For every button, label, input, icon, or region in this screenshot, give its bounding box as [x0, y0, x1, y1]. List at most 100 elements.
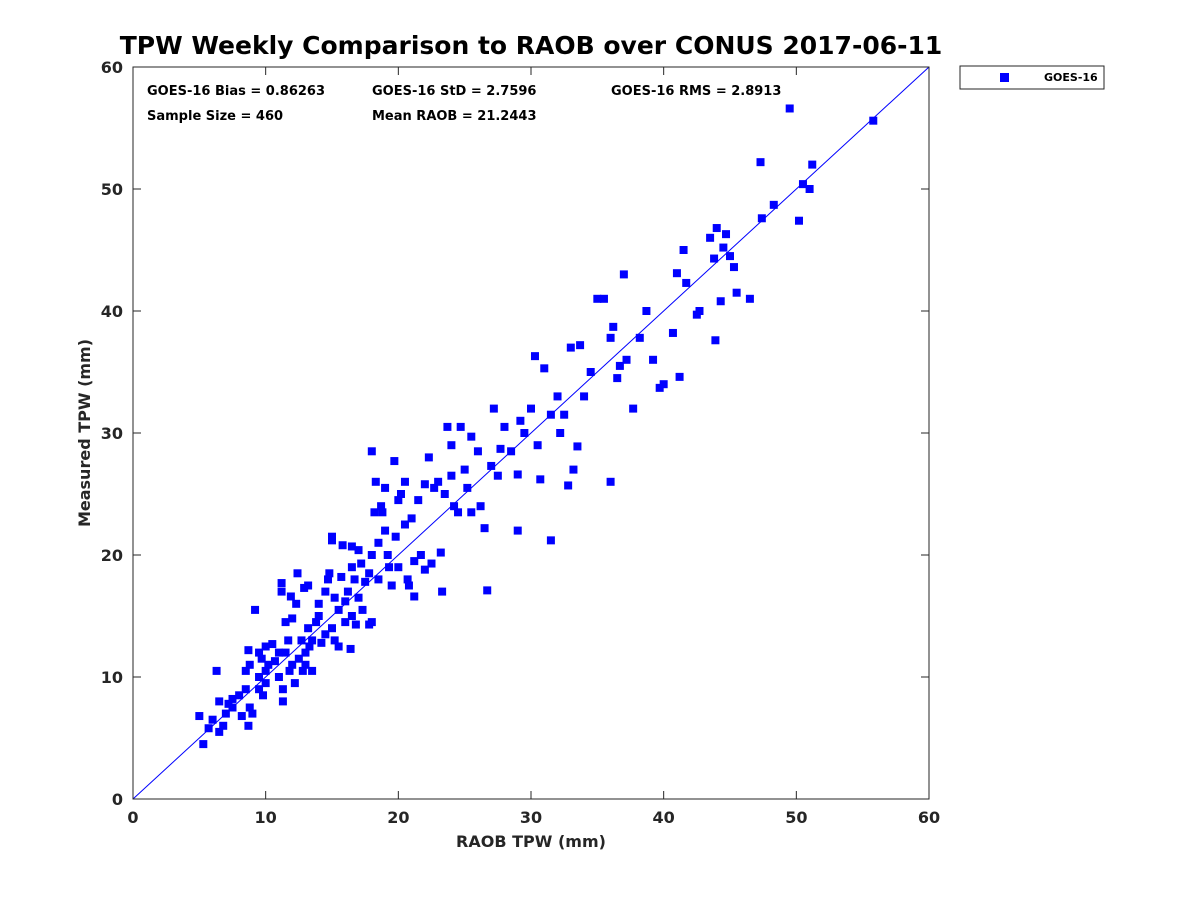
x-tick-label: 0 [127, 808, 138, 827]
data-point [367, 551, 376, 559]
y-tick-label: 20 [101, 546, 123, 565]
data-point [507, 447, 516, 456]
data-point [330, 593, 339, 602]
data-point [241, 685, 250, 694]
data-point [556, 429, 565, 437]
data-point [370, 508, 379, 517]
data-point [536, 475, 545, 484]
data-point [609, 322, 618, 331]
data-point [695, 307, 704, 315]
data-point [722, 230, 731, 239]
reference-line-group [132, 66, 930, 800]
data-point [564, 481, 573, 490]
data-point [288, 614, 297, 623]
data-point [284, 636, 293, 645]
data-point [261, 666, 270, 675]
data-point [576, 341, 585, 350]
data-point [321, 630, 330, 639]
data-point [212, 666, 221, 675]
data-point [769, 200, 778, 209]
y-tick-label: 60 [101, 58, 123, 77]
data-point [400, 477, 409, 486]
data-point [241, 666, 250, 675]
y-axis-ticks: 0 10 20 30 40 50 60 [101, 58, 929, 809]
data-point [385, 563, 394, 572]
data-point [235, 691, 244, 700]
data-point [248, 709, 257, 718]
data-point [732, 288, 741, 297]
data-point [487, 461, 496, 470]
data-point [278, 697, 287, 706]
legend-box [959, 65, 1105, 90]
data-point [330, 636, 339, 645]
data-point [675, 372, 684, 381]
data-point [312, 618, 321, 627]
data-point [516, 416, 525, 425]
data-point [403, 575, 412, 584]
data-point [414, 496, 423, 505]
data-point [593, 294, 602, 303]
data-point [264, 660, 273, 669]
data-point [427, 559, 436, 568]
data-point [424, 453, 433, 462]
data-point [404, 581, 413, 590]
data-point [244, 721, 253, 730]
data-point [756, 158, 765, 167]
data-point [712, 224, 721, 233]
y-axis-label: Measured TPW (mm) [75, 339, 94, 527]
data-point [257, 654, 266, 663]
data-point [420, 565, 429, 574]
data-point [668, 328, 677, 337]
data-point [195, 712, 204, 721]
y-tick-label: 50 [101, 180, 123, 199]
stat-rms: GOES-16 RMS = 2.8913 [611, 84, 781, 99]
data-point [400, 520, 409, 529]
data-point [710, 254, 719, 263]
data-point [483, 586, 492, 595]
data-point [374, 538, 383, 547]
data-point [430, 483, 439, 492]
stat-bias: GOES-16 Bias = 0.86263 [147, 84, 325, 99]
data-point [277, 579, 286, 588]
data-point [520, 429, 529, 437]
data-point [580, 392, 589, 401]
data-point [729, 263, 738, 272]
data-point [476, 502, 485, 511]
data-point [679, 246, 688, 254]
data-point [371, 477, 380, 486]
data-point [672, 269, 681, 278]
data-point [367, 447, 376, 456]
data-point [199, 740, 208, 749]
data-point [613, 374, 622, 383]
data-point [350, 575, 359, 584]
data-point [337, 572, 346, 581]
x-axis-ticks: 0 10 20 30 40 50 60 [127, 67, 940, 827]
x-axis-label: RAOB TPW (mm) [456, 832, 606, 851]
y-tick-label: 10 [101, 668, 123, 687]
data-point [496, 444, 505, 453]
data-point [268, 640, 277, 649]
data-point [454, 508, 463, 517]
data-point [726, 252, 734, 261]
data-point [270, 657, 279, 666]
data-point [298, 666, 307, 675]
data-point [436, 548, 445, 557]
data-point [635, 333, 644, 342]
reference-line [132, 66, 930, 800]
data-point [328, 532, 336, 541]
y-tick-label: 40 [101, 302, 123, 321]
data-point [245, 660, 254, 669]
data-point [361, 577, 370, 586]
points-group [195, 104, 878, 749]
data-point [467, 508, 476, 517]
data-point [530, 352, 539, 361]
data-point [255, 648, 264, 657]
data-point [513, 526, 522, 535]
data-point [297, 636, 306, 645]
x-tick-label: 40 [653, 808, 675, 827]
data-point [434, 477, 443, 486]
data-point [553, 392, 562, 401]
data-point [244, 646, 253, 655]
data-point [274, 648, 283, 657]
